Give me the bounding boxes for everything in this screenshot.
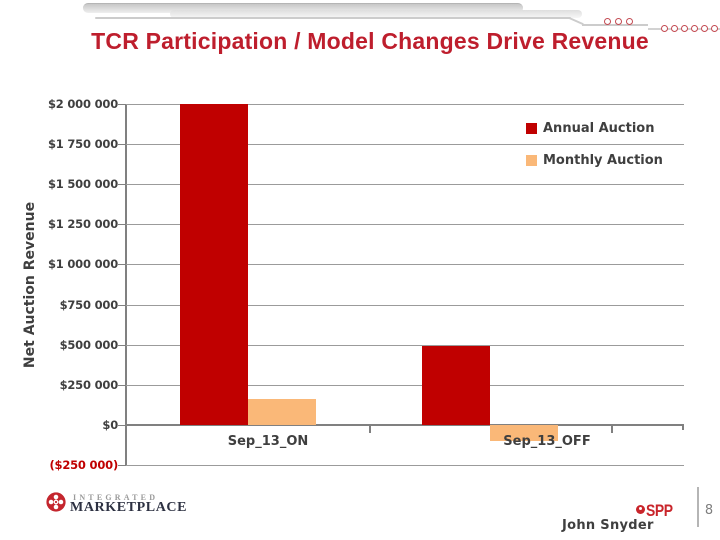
gridline <box>126 304 684 306</box>
deco-dot-icon <box>701 25 708 32</box>
deco-dot-icon <box>681 25 688 32</box>
y-axis-tick <box>118 264 126 266</box>
x-axis-label: Sep_13_OFF <box>503 434 591 449</box>
spp-logo: SPP <box>636 501 679 521</box>
spp-label: SPP <box>646 501 673 520</box>
y-axis-tick <box>118 344 126 346</box>
deco-line <box>95 17 571 19</box>
y-tick-label: $1 250 000 <box>47 217 118 232</box>
gridline <box>126 144 684 146</box>
y-tick-label: $2 000 000 <box>47 97 118 111</box>
bar-monthly-auction-sep_13_on <box>248 399 316 425</box>
legend-swatch-icon <box>526 123 537 134</box>
y-tick-label: $0 <box>102 417 118 432</box>
y-tick-label: $1 500 000 <box>47 177 118 192</box>
plot-area: Sep_13_ON Sep_13_OFF <box>118 104 684 466</box>
author-name: John Snyder <box>562 518 654 533</box>
deco-dot-icon <box>691 25 698 32</box>
y-axis-tick-labels: ($250 000) $0 $250 000 $500 000 $750 000 $1 0… <box>0 97 119 472</box>
x-axis-label: Sep_13_ON <box>227 434 309 449</box>
x-axis-line <box>125 423 684 426</box>
bar-annual-auction-sep_13_off <box>422 346 490 425</box>
gridline <box>126 465 684 466</box>
y-axis-tick <box>118 384 126 386</box>
deco-dot-icon <box>711 25 718 32</box>
bar-annual-auction-sep_13_on <box>180 104 248 425</box>
gridline <box>126 224 684 226</box>
y-axis-tick <box>118 184 126 186</box>
spp-globe-icon <box>636 504 645 514</box>
deco-bar <box>170 10 582 18</box>
marketplace-emblem-icon <box>46 492 66 512</box>
y-tick-label: $750 000 <box>59 297 119 312</box>
deco-dot-icon <box>661 25 668 32</box>
y-axis-tick <box>118 224 126 226</box>
marketplace-label: MARKETPLACE <box>70 500 188 515</box>
marketplace-wordmark: INTEGRATED MARKETPLACE <box>70 491 190 515</box>
y-axis-line <box>125 104 127 465</box>
gridline <box>126 344 684 346</box>
y-axis-tick <box>118 144 126 146</box>
legend-label: Monthly Auction <box>543 153 663 168</box>
y-tick-label: ($250 000) <box>49 458 118 472</box>
page-number: 8 <box>704 503 714 518</box>
y-axis-tick <box>118 465 126 466</box>
deco-dot-icon <box>604 18 611 25</box>
axis-end-tick <box>682 424 684 430</box>
deco-line <box>582 24 648 26</box>
category-tick <box>611 424 613 433</box>
chart-legend: Annual Auction Monthly Auction <box>526 121 663 185</box>
bar-monthly-auction-sep_13_off <box>490 424 558 441</box>
y-axis-tick <box>118 304 126 306</box>
footer-divider <box>697 487 699 527</box>
gridline <box>126 104 684 105</box>
y-tick-label: $250 000 <box>59 377 119 392</box>
integrated-marketplace-logo: INTEGRATED MARKETPLACE <box>45 491 190 515</box>
deco-dot-icon <box>671 25 678 32</box>
legend-swatch-icon <box>526 155 537 166</box>
y-tick-label: $1 000 000 <box>47 257 118 272</box>
legend-item: Monthly Auction <box>526 153 663 168</box>
gridline <box>126 384 684 386</box>
y-axis-tick <box>118 104 126 105</box>
deco-bar <box>83 3 523 13</box>
slide-title: TCR Participation / Model Changes Drive … <box>91 28 649 54</box>
integrated-label: INTEGRATED <box>73 493 159 502</box>
legend-item: Annual Auction <box>526 121 663 136</box>
gridline <box>126 264 684 266</box>
deco-dot-icon <box>615 18 622 25</box>
deco-dot-icon <box>626 18 633 25</box>
y-axis-tick <box>118 424 126 426</box>
y-tick-label: $500 000 <box>59 337 119 352</box>
y-tick-label: $1 750 000 <box>47 137 118 152</box>
legend-label: Annual Auction <box>543 121 655 136</box>
gridline <box>126 184 684 186</box>
category-tick <box>369 424 371 433</box>
